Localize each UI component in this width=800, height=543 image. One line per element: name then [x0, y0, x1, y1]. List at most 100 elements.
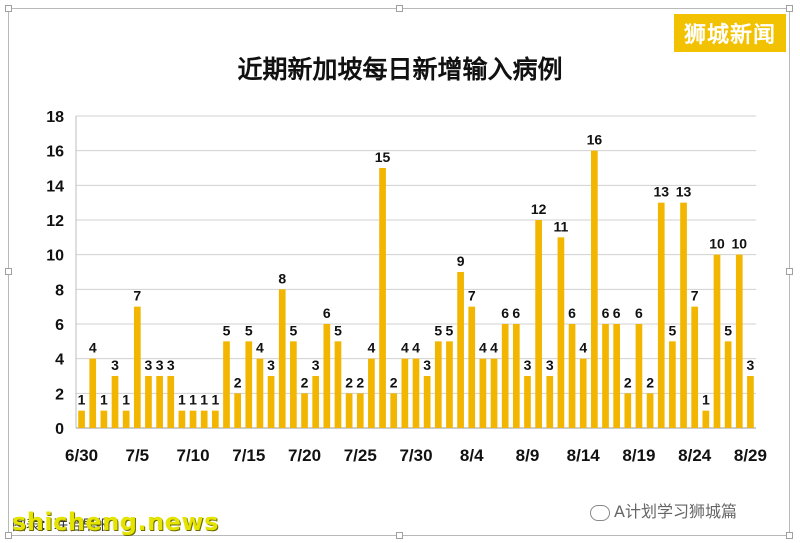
data-label: 3 [524, 357, 532, 373]
bar [89, 358, 97, 428]
bar [301, 393, 308, 428]
bar [724, 341, 732, 428]
bar [591, 150, 598, 428]
bar [635, 324, 643, 428]
bar [390, 393, 398, 428]
resize-handle-top[interactable] [396, 5, 403, 12]
bar [145, 376, 152, 428]
bar [657, 202, 665, 428]
data-label: 2 [390, 374, 398, 390]
data-label: 5 [289, 322, 297, 338]
data-label: 3 [423, 357, 431, 373]
resize-handle-bottom-left[interactable] [5, 532, 12, 539]
resize-handle-top-left[interactable] [5, 5, 12, 12]
bar [189, 410, 197, 428]
bar [78, 410, 85, 428]
bar [401, 358, 409, 428]
resize-handle-left[interactable] [5, 268, 12, 275]
y-tick-label: 0 [55, 421, 64, 438]
bar [613, 324, 620, 428]
bar [713, 254, 721, 428]
data-label: 5 [334, 322, 342, 338]
resize-handle-right[interactable] [786, 268, 793, 275]
data-label: 4 [412, 340, 420, 356]
data-label: 12 [531, 201, 547, 217]
data-label: 6 [501, 305, 509, 321]
chart-title: 近期新加坡每日新增输入病例 [237, 55, 563, 84]
data-label: 6 [635, 305, 643, 321]
bar [479, 358, 487, 428]
y-tick-label: 12 [46, 213, 64, 230]
bar [368, 358, 375, 428]
data-label: 2 [646, 374, 654, 390]
data-label: 6 [512, 305, 520, 321]
resize-handle-bottom-right[interactable] [786, 532, 793, 539]
x-tick-label: 7/20 [288, 446, 321, 465]
bar [278, 289, 286, 428]
bar [680, 202, 687, 428]
bar [490, 358, 498, 428]
y-tick-label: 18 [46, 109, 64, 126]
data-label: 4 [401, 340, 409, 356]
data-label: 4 [89, 340, 97, 356]
data-label: 16 [587, 132, 603, 148]
bar [167, 376, 175, 428]
bar [356, 393, 364, 428]
data-label: 1 [211, 392, 219, 408]
data-label: 4 [368, 340, 376, 356]
bar [122, 410, 130, 428]
bar [156, 376, 163, 428]
bar [345, 393, 353, 428]
bar [434, 341, 442, 428]
data-label: 4 [256, 340, 264, 356]
bar [568, 324, 576, 428]
data-label: 5 [724, 322, 732, 338]
resize-handle-top-right[interactable] [786, 5, 793, 12]
bar [323, 324, 331, 428]
data-label: 7 [691, 288, 699, 304]
data-label: 7 [133, 288, 141, 304]
data-label: 6 [568, 305, 576, 321]
bar [423, 376, 431, 428]
data-label: 6 [613, 305, 621, 321]
x-tick-label: 8/24 [678, 446, 712, 465]
x-tick-label: 7/25 [344, 446, 377, 465]
bar [379, 168, 386, 428]
bar [524, 376, 531, 428]
data-label: 4 [490, 340, 498, 356]
data-label: 13 [676, 184, 692, 200]
data-label: 5 [446, 322, 454, 338]
data-label: 13 [653, 184, 669, 200]
data-label: 3 [156, 357, 164, 373]
bar [223, 341, 230, 428]
bar [290, 341, 297, 428]
y-tick-label: 10 [46, 248, 64, 265]
bar [646, 393, 654, 428]
data-label: 1 [178, 392, 186, 408]
data-label: 1 [78, 392, 86, 408]
data-label: 2 [624, 374, 632, 390]
bar [457, 272, 464, 428]
data-label: 3 [267, 357, 275, 373]
data-label: 7 [468, 288, 476, 304]
data-label: 1 [702, 392, 710, 408]
bar [546, 376, 554, 428]
bar [234, 393, 241, 428]
data-label: 2 [345, 374, 353, 390]
x-tick-label: 8/29 [734, 446, 767, 465]
y-tick-label: 4 [55, 352, 64, 369]
data-label: 10 [709, 236, 725, 252]
data-label: 3 [312, 357, 320, 373]
bar [702, 410, 710, 428]
data-label: 5 [434, 322, 442, 338]
x-tick-label: 7/5 [125, 446, 149, 465]
bar [245, 341, 253, 428]
resize-handle-bottom[interactable] [396, 532, 403, 539]
data-label: 5 [245, 322, 253, 338]
bar [691, 306, 699, 428]
bar [446, 341, 453, 428]
bar [468, 306, 476, 428]
y-tick-label: 6 [55, 317, 64, 334]
wechat-icon [590, 504, 610, 521]
